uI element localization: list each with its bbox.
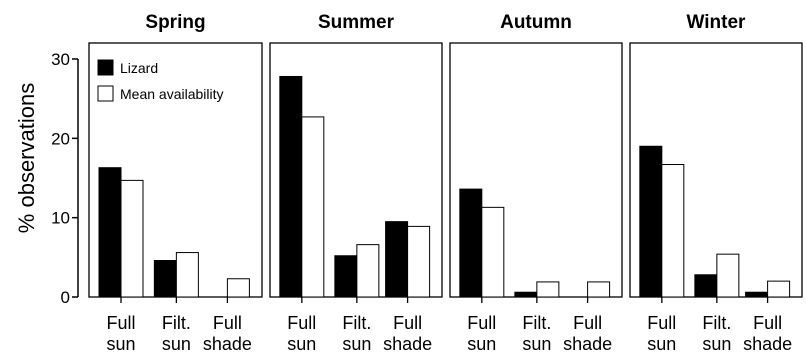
bar-lizard-summer-0 <box>279 75 303 298</box>
x-tick-label-winter-0-line2: sun <box>647 334 676 354</box>
x-tick-label-spring-0-line2: sun <box>106 334 135 354</box>
y-tick-label-0: 0 <box>61 288 70 307</box>
x-tick-label-spring-2-line1: Full <box>213 313 242 333</box>
legend-label-lizard: Lizard <box>120 60 158 76</box>
x-tick-label-spring-1-line1: Filt. <box>162 313 191 333</box>
bar-lizard-summer-1 <box>334 255 358 298</box>
bar-availability-autumn-1 <box>536 281 560 298</box>
bar-availability-summer-2 <box>407 225 431 298</box>
bar-lizard-summer-2 <box>385 221 409 298</box>
bar-availability-winter-1 <box>716 253 740 298</box>
panel-title-summer: Summer <box>318 12 395 33</box>
x-tick-label-winter-1-line2: sun <box>702 334 731 354</box>
x-tick-label-winter-1-line1: Filt. <box>702 313 731 333</box>
bar-availability-summer-0 <box>301 116 325 298</box>
x-tick-label-autumn-0-line1: Full <box>467 313 496 333</box>
x-tick-label-summer-0-line1: Full <box>287 313 316 333</box>
bar-lizard-spring-0 <box>98 167 122 298</box>
bar-availability-autumn-2 <box>587 281 611 298</box>
bar-availability-autumn-0 <box>481 206 505 298</box>
x-tick-label-winter-2-line1: Full <box>753 313 782 333</box>
bar-availability-spring-0 <box>120 179 144 298</box>
x-tick-label-summer-0-line2: sun <box>287 334 316 354</box>
x-tick-label-summer-1-line1: Filt. <box>342 313 371 333</box>
x-tick-label-autumn-1-line1: Filt. <box>522 313 551 333</box>
y-tick-label-10: 10 <box>51 209 70 228</box>
x-tick-label-spring-1-line2: sun <box>162 334 191 354</box>
y-axis-label: % observations <box>14 83 39 233</box>
y-tick-label-20: 20 <box>51 129 70 148</box>
bar-availability-summer-1 <box>356 244 380 298</box>
bar-availability-spring-1 <box>175 252 199 298</box>
bar-availability-winter-0 <box>661 164 685 298</box>
x-tick-label-autumn-2-line1: Full <box>573 313 602 333</box>
bar-availability-winter-2 <box>767 280 791 298</box>
x-tick-label-summer-1-line2: sun <box>342 334 371 354</box>
bar-lizard-winter-0 <box>639 145 663 298</box>
panel-title-autumn: Autumn <box>500 12 572 33</box>
x-tick-label-winter-2-line2: shade <box>743 334 792 354</box>
x-tick-label-spring-0-line1: Full <box>106 313 135 333</box>
x-tick-label-autumn-1-line2: sun <box>522 334 551 354</box>
bar-lizard-winter-2 <box>745 291 769 298</box>
legend-swatch-lizard <box>97 59 114 76</box>
bar-availability-spring-2 <box>226 278 250 298</box>
y-tick-label-30: 30 <box>51 50 70 69</box>
x-tick-label-autumn-2-line2: shade <box>563 334 612 354</box>
bar-lizard-autumn-0 <box>459 188 483 298</box>
x-tick-label-autumn-0-line2: sun <box>467 334 496 354</box>
legend-label-availability: Mean availability <box>120 86 224 102</box>
x-tick-label-winter-0-line1: Full <box>647 313 676 333</box>
x-tick-label-summer-2-line1: Full <box>393 313 422 333</box>
bar-lizard-autumn-1 <box>514 291 538 298</box>
panel-title-winter: Winter <box>687 12 747 33</box>
bar-lizard-winter-1 <box>694 274 718 298</box>
x-tick-label-spring-2-line2: shade <box>203 334 252 354</box>
panel-title-spring: Spring <box>145 12 205 33</box>
x-tick-label-summer-2-line2: shade <box>383 334 432 354</box>
bar-lizard-spring-1 <box>153 260 177 298</box>
legend-swatch-availability <box>97 85 114 102</box>
